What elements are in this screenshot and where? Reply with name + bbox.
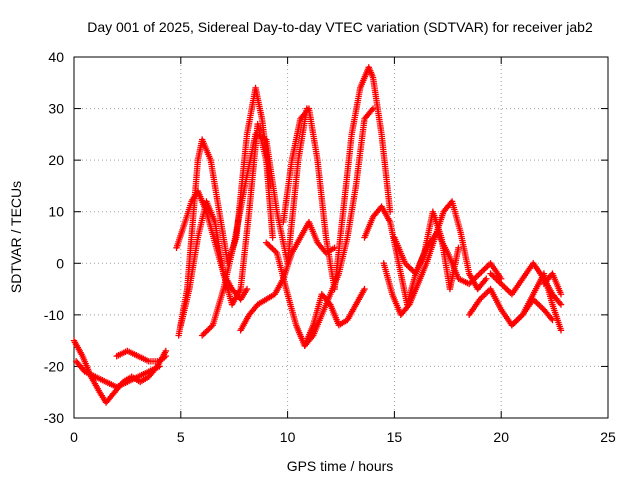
data-point [514,316,522,323]
chart-title: Day 001 of 2025, Sidereal Day-to-day VTE… [87,19,593,35]
series-trace-7 [198,105,311,339]
data-point [502,285,509,292]
y-tick-label: 40 [48,49,64,65]
data-point [406,264,413,271]
x-tick-label: 0 [70,429,78,445]
y-tick-label: -20 [44,358,64,374]
x-tick-label: 15 [387,429,403,445]
data-point [513,317,520,324]
data-point [482,290,490,297]
data-point [264,240,271,248]
data-point [548,315,555,322]
data-point [263,239,270,246]
x-tick-label: 25 [600,429,616,445]
data-point [534,300,542,308]
data-point [479,293,487,300]
data-point [361,285,368,293]
y-tick-label: 20 [48,152,64,168]
data-point [476,270,484,277]
data-points [70,64,565,406]
series-trace-11 [301,285,368,349]
data-point [537,303,545,310]
data-point [488,271,496,279]
data-point [404,263,412,270]
data-point [404,302,412,310]
y-axis-label: SDTVAR / TECUs [8,181,24,293]
series-trace-14 [391,229,505,288]
data-point [481,265,488,273]
data-point [206,324,213,332]
data-point [266,242,273,249]
data-point [475,271,482,279]
data-point [200,330,207,338]
data-point [325,299,333,307]
y-tick-label: -30 [44,410,64,426]
data-point [483,275,490,282]
data-point [484,288,491,296]
x-tick-label: 10 [280,429,296,445]
y-tick-label: -10 [44,307,64,323]
x-tick-label: 5 [177,429,185,445]
data-point [498,280,505,288]
data-point [504,286,511,294]
data-point [482,264,490,271]
data-point [557,301,565,308]
data-point [557,327,565,334]
series-trace-13 [380,198,490,319]
series-trace-12 [361,203,462,308]
series-trace-18 [540,270,565,298]
data-point [511,319,519,326]
y-tick-label: 10 [48,204,64,220]
data-point [478,268,485,276]
y-tick-label: 0 [56,255,64,271]
data-point [557,291,565,298]
data-point [487,270,494,277]
data-point [501,283,508,291]
data-point [270,246,278,254]
data-point [496,279,503,286]
data-point [269,234,276,241]
series-trace-2 [72,358,163,391]
data-point [202,329,209,336]
series-trace-3 [113,347,170,365]
data-point [162,352,170,360]
plot-frame [73,56,609,419]
data-point [267,243,275,251]
data-point [479,267,487,274]
data-point [516,314,523,322]
data-point [556,299,563,307]
data-point [536,302,543,309]
data-point [499,282,506,289]
data-point [368,106,376,114]
data-point [533,299,540,306]
data-point [386,208,394,215]
series-trace-17 [508,270,565,334]
data-point [455,244,462,252]
data-point [198,332,206,339]
data-point [269,245,276,252]
ticks: 0 5 10 15 20 25 -30 -20 -10 0 10 20 30 40 [44,49,616,445]
x-tick-label: 20 [493,429,509,445]
data-point [243,285,251,293]
x-axis-label: GPS time / hours [287,458,394,474]
data-point [481,277,489,284]
data-point [369,105,377,112]
data-point [203,327,210,335]
data-point [205,326,212,333]
y-tick-label: 30 [48,101,64,117]
data-point [481,291,488,299]
